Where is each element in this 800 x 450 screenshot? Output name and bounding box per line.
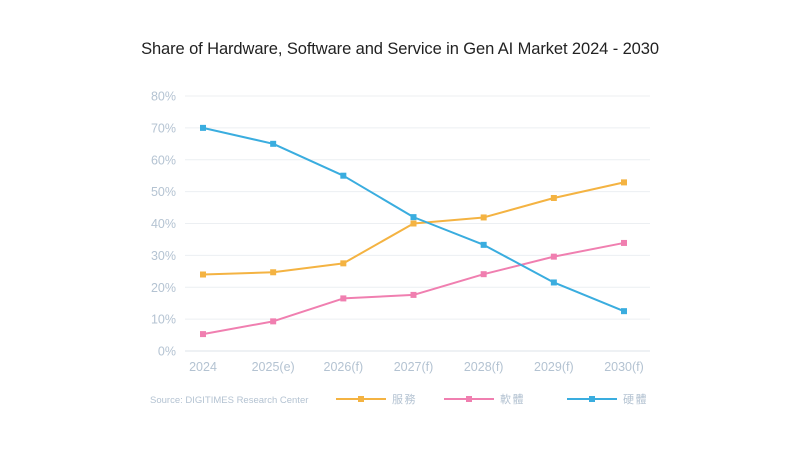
data-point xyxy=(480,271,487,278)
data-point xyxy=(340,172,347,179)
x-tick-label: 2027(f) xyxy=(394,360,434,374)
legend-label: 軟體 xyxy=(500,392,525,406)
x-tick-label: 2028(f) xyxy=(464,360,504,374)
data-point xyxy=(480,214,487,221)
data-point xyxy=(340,260,347,267)
legend-item: 軟體 xyxy=(444,392,525,406)
legend-swatch-marker xyxy=(466,396,472,402)
legend-label: 硬體 xyxy=(623,393,648,406)
series-line xyxy=(202,241,625,336)
source-note: Source: DIGITIMES Research Center xyxy=(150,395,308,406)
y-tick-label: 60% xyxy=(151,153,176,167)
series-line xyxy=(202,181,625,276)
data-point xyxy=(550,253,557,260)
series-lines xyxy=(200,124,627,338)
legend: 服務 軟體 硬體 xyxy=(336,392,648,406)
data-point xyxy=(200,124,206,131)
data-point xyxy=(270,269,277,276)
data-point xyxy=(410,214,417,221)
data-point xyxy=(410,291,417,298)
y-tick-label: 30% xyxy=(151,249,176,263)
x-tick-label: 2024 xyxy=(189,360,217,374)
data-point xyxy=(270,318,277,325)
y-axis-labels: 0% 10% 20% 30% 40% 50% 60% 70% 80% xyxy=(151,90,176,359)
y-tick-label: 80% xyxy=(151,90,176,104)
data-point xyxy=(550,195,557,201)
x-tick-label: 2026(f) xyxy=(324,360,364,374)
legend-item: 服務 xyxy=(336,392,417,406)
legend-item: 硬體 xyxy=(567,393,648,406)
y-tick-label: 70% xyxy=(151,121,176,135)
chart-title: Share of Hardware, Software and Service … xyxy=(141,40,659,58)
legend-swatch-marker xyxy=(589,396,595,402)
y-tick-label: 0% xyxy=(158,345,176,359)
data-point xyxy=(621,179,627,186)
data-point xyxy=(621,239,627,246)
y-tick-label: 50% xyxy=(151,185,176,199)
y-tick-label: 10% xyxy=(151,313,176,327)
data-point xyxy=(270,140,277,147)
y-tick-label: 20% xyxy=(151,281,176,295)
data-point xyxy=(480,241,487,248)
data-point xyxy=(340,295,347,302)
x-axis-labels: 2024 2025(e) 2026(f) 2027(f) 2028(f) 2029(f) 2… xyxy=(189,360,644,374)
x-tick-label: 2029(f) xyxy=(534,360,574,374)
data-point xyxy=(621,308,627,315)
y-tick-label: 40% xyxy=(151,217,176,231)
legend-swatch-marker xyxy=(358,396,364,402)
data-point xyxy=(550,279,557,286)
x-tick-label: 2025(e) xyxy=(252,360,295,374)
data-point xyxy=(200,271,206,278)
data-point xyxy=(200,331,206,338)
x-tick-label: 2030(f) xyxy=(604,360,644,374)
data-point xyxy=(410,220,417,227)
legend-label: 服務 xyxy=(392,392,417,406)
